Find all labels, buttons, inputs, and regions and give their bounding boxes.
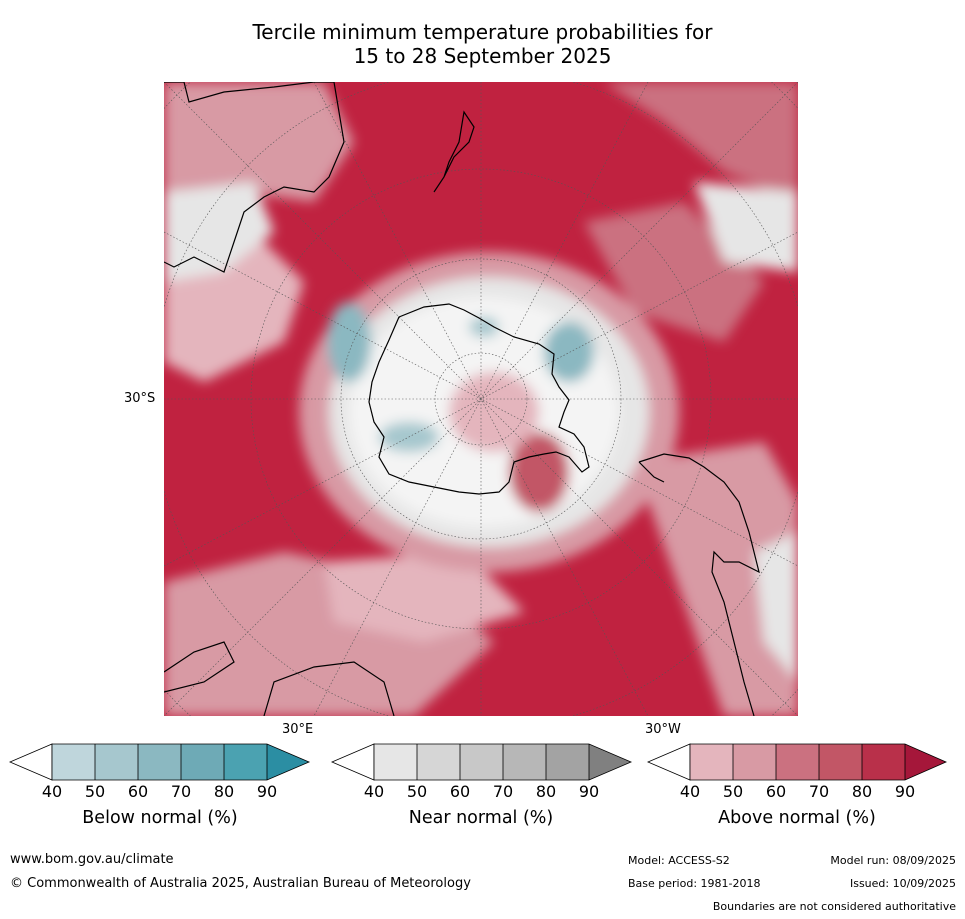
title-line-1: Tercile minimum temperature probabilitie… bbox=[252, 20, 713, 44]
tick-near-70: 70 bbox=[492, 782, 514, 801]
disclaimer-text: Boundaries are not considered authoritat… bbox=[712, 900, 956, 913]
colorbar-below-svg bbox=[8, 743, 311, 781]
south-america-coastline bbox=[638, 453, 760, 716]
tick-near-50: 50 bbox=[406, 782, 428, 801]
lon-label-30w: 30°W bbox=[645, 722, 681, 737]
model-text: Model: ACCESS-S2 bbox=[628, 854, 730, 867]
graticule bbox=[164, 82, 798, 716]
tick-above-80: 80 bbox=[851, 782, 873, 801]
lat-label-30s: 30°S bbox=[124, 391, 156, 406]
probability-field bbox=[164, 82, 798, 716]
tick-above-60: 60 bbox=[765, 782, 787, 801]
label-near-normal: Near normal (%) bbox=[408, 808, 554, 828]
tick-below-90: 90 bbox=[256, 782, 278, 801]
lon-label-30e: 30°E bbox=[282, 722, 314, 737]
copyright-text: © Commonwealth of Australia 2025, Austra… bbox=[10, 876, 471, 891]
title-line-2: 15 to 28 September 2025 bbox=[353, 44, 612, 68]
colorbar-near-svg bbox=[330, 743, 633, 781]
tick-below-50: 50 bbox=[84, 782, 106, 801]
africa-coastline bbox=[164, 641, 395, 716]
tick-near-60: 60 bbox=[449, 782, 471, 801]
polar-map[interactable] bbox=[164, 82, 798, 716]
chart-title: Tercile minimum temperature probabilitie… bbox=[0, 20, 965, 68]
antarctica-coastline bbox=[368, 303, 590, 495]
label-below-normal: Below normal (%) bbox=[82, 808, 238, 828]
tick-near-40: 40 bbox=[363, 782, 385, 801]
tick-above-40: 40 bbox=[679, 782, 701, 801]
tick-below-80: 80 bbox=[213, 782, 235, 801]
base-period-text: Base period: 1981-2018 bbox=[628, 877, 761, 890]
tick-above-70: 70 bbox=[808, 782, 830, 801]
new-zealand-coastline bbox=[433, 110, 475, 193]
tick-near-90: 90 bbox=[578, 782, 600, 801]
tick-below-60: 60 bbox=[127, 782, 149, 801]
colorbar-above-svg bbox=[646, 743, 947, 781]
colorbar-near-normal bbox=[330, 743, 633, 781]
issued-text: Issued: 10/09/2025 bbox=[849, 877, 956, 890]
model-run-text: Model run: 08/09/2025 bbox=[830, 854, 956, 867]
australia-coastline bbox=[164, 82, 345, 273]
tick-near-80: 80 bbox=[535, 782, 557, 801]
website-link[interactable]: www.bom.gov.au/climate bbox=[10, 852, 174, 867]
label-above-normal: Above normal (%) bbox=[718, 808, 876, 828]
tick-below-40: 40 bbox=[41, 782, 63, 801]
colorbar-below-normal bbox=[8, 743, 311, 781]
map-svg bbox=[164, 82, 798, 716]
tick-above-90: 90 bbox=[894, 782, 916, 801]
colorbar-above-normal bbox=[646, 743, 948, 781]
tick-below-70: 70 bbox=[170, 782, 192, 801]
tick-above-50: 50 bbox=[722, 782, 744, 801]
